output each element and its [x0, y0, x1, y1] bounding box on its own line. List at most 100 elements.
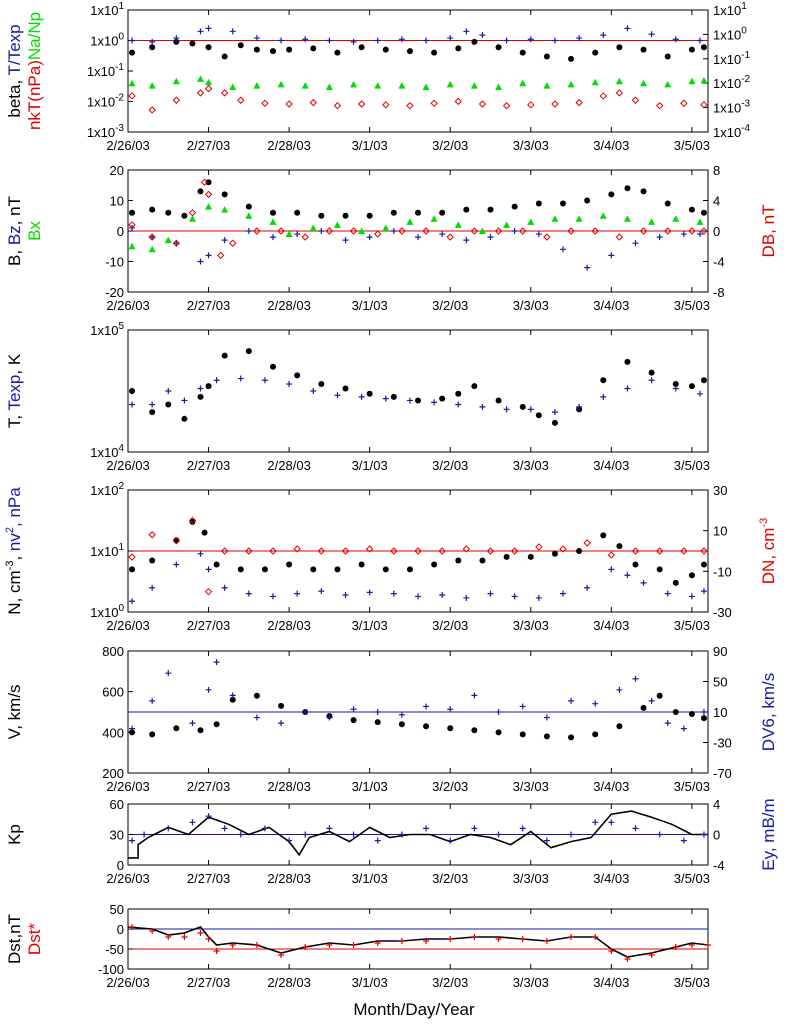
data-point [463, 237, 470, 244]
data-point [197, 930, 204, 936]
data-point [310, 388, 317, 394]
data-point [188, 215, 196, 222]
data-point [559, 545, 567, 553]
left-axis-label-part: V, km/s [5, 684, 24, 739]
data-point [197, 550, 204, 557]
left-axis-label-part: beta, [5, 75, 24, 117]
data-point [213, 948, 220, 954]
x-tick-label: 3/5/03 [674, 871, 710, 886]
data-point [205, 813, 212, 820]
left-axis-label-part: T, [5, 411, 24, 429]
data-point [446, 80, 454, 88]
data-point [270, 209, 276, 216]
data-point [205, 44, 212, 51]
data-point [342, 212, 349, 219]
data-point [165, 388, 172, 394]
data-point [576, 548, 583, 554]
data-point [616, 686, 623, 693]
data-point [543, 733, 550, 740]
data-point [664, 80, 672, 88]
data-point [616, 543, 623, 550]
right-axis-label: DV6, km/s [759, 673, 778, 751]
data-point [358, 393, 365, 400]
data-point [294, 231, 301, 238]
x-tick-label: 2/26/03 [106, 138, 149, 153]
data-point [317, 547, 326, 555]
data-point [318, 381, 325, 388]
data-point [624, 25, 631, 32]
data-point [173, 38, 180, 45]
data-point [672, 579, 679, 586]
data-point [334, 49, 341, 56]
data-point [221, 53, 228, 60]
data-point [406, 218, 414, 225]
data-point [349, 227, 358, 235]
data-point [181, 397, 188, 404]
data-point [358, 561, 365, 568]
data-point [245, 228, 252, 234]
data-point [519, 403, 526, 410]
data-point [639, 227, 648, 235]
data-point [148, 531, 156, 539]
data-point [149, 409, 156, 416]
data-point [471, 692, 478, 699]
data-point [688, 572, 695, 579]
data-point [640, 704, 647, 711]
data-point [519, 731, 526, 738]
data-point [237, 566, 244, 573]
data-point [149, 206, 156, 213]
data-point [438, 547, 446, 555]
x-tick-label: 3/5/03 [674, 458, 710, 473]
data-point [129, 924, 136, 930]
data-point [615, 77, 623, 85]
data-point [495, 831, 502, 838]
data-point [414, 547, 422, 555]
x-tick-label: 2/27/03 [187, 871, 230, 886]
data-point [197, 75, 204, 82]
data-point [173, 35, 180, 42]
data-point [221, 825, 228, 832]
data-point [197, 393, 204, 400]
data-point [165, 401, 172, 408]
data-point [584, 197, 591, 204]
data-point [700, 377, 707, 384]
series-p2-green [128, 203, 704, 253]
data-point [128, 553, 136, 561]
data-point [220, 547, 229, 555]
data-point [129, 598, 136, 605]
x-tick-label: 2/28/03 [267, 871, 310, 886]
data-point [640, 188, 647, 195]
data-point [326, 825, 333, 832]
data-point [551, 409, 558, 416]
data-point [470, 82, 478, 89]
data-point [205, 78, 213, 86]
data-point [398, 938, 405, 944]
x-tick-label: 2/27/03 [187, 298, 230, 313]
data-point [487, 234, 494, 241]
data-point [333, 221, 341, 228]
data-point [302, 944, 309, 950]
data-point [365, 545, 374, 553]
data-point [197, 727, 204, 734]
data-point [229, 692, 236, 699]
data-point [253, 714, 260, 721]
x-tick-label: 3/2/03 [432, 138, 468, 153]
data-point [568, 734, 575, 741]
left-axis-label-2: Dst* [25, 923, 44, 956]
data-point [302, 831, 309, 838]
data-point [398, 721, 405, 728]
right-tick-label: -30 [713, 736, 732, 751]
data-point [221, 584, 228, 591]
data-point [302, 36, 309, 43]
data-point [447, 837, 454, 844]
x-tick-label: 3/2/03 [432, 298, 468, 313]
data-point [431, 49, 438, 56]
data-point [201, 529, 208, 536]
data-point [294, 209, 301, 216]
data-point [318, 588, 325, 595]
data-point [149, 234, 156, 241]
data-point [624, 385, 631, 392]
data-point [286, 381, 293, 388]
data-point [293, 545, 301, 553]
data-point [607, 551, 616, 559]
